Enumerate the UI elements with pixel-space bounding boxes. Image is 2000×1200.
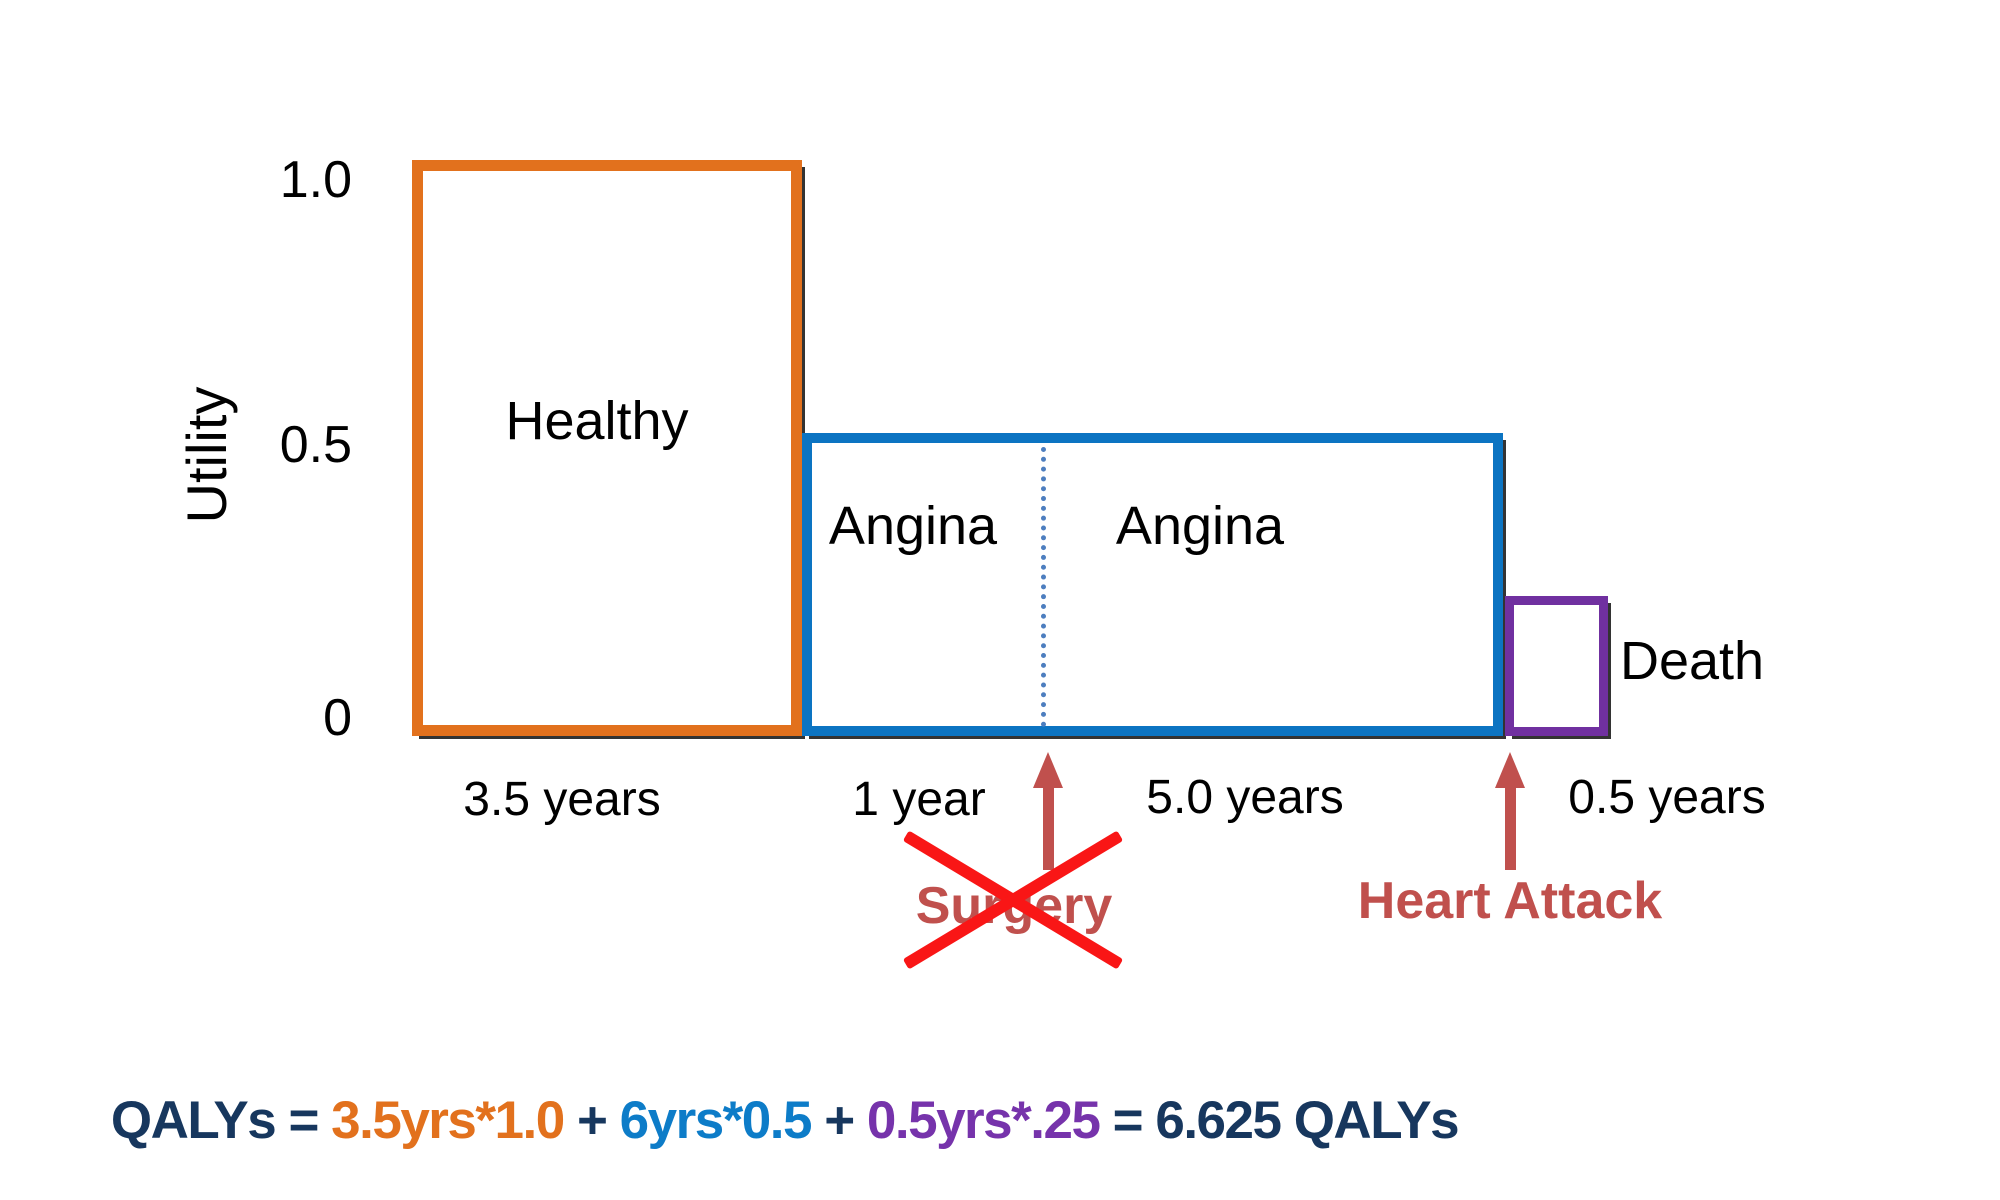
formula-part-death: 0.5yrs*.25 (866, 1090, 1101, 1150)
formula-part-plus-2: + (810, 1090, 867, 1150)
y-tick-1.0: 1.0 (279, 151, 352, 209)
angina-box (802, 433, 1503, 736)
formula-part-healthy: 3.5yrs*1.0 (331, 1090, 565, 1150)
y-tick-0.5: 0.5 (279, 416, 352, 474)
angina-label-1: Angina (828, 496, 998, 556)
heart-attack-arrow-head-icon (1495, 752, 1525, 788)
angina-label-2: Angina (1115, 496, 1285, 556)
heart-attack-arrow-shaft (1505, 784, 1516, 870)
heart-attack-label: Heart Attack (1357, 872, 1663, 930)
duration-healthy: 3.5 years (463, 773, 661, 826)
angina-divider-dotted-line (1041, 447, 1046, 727)
formula-part-angina: 6yrs*0.5 (619, 1090, 813, 1150)
formula-part-qalys-eq: QALYs = (110, 1090, 332, 1150)
duration-angina-1: 1 year (852, 773, 986, 826)
death-box (1505, 596, 1608, 736)
qaly-formula: QALYs = 3.5yrs*1.0 + 6yrs*0.5 + 0.5yrs*.… (58, 1030, 1460, 1200)
death-label: Death (1619, 631, 1765, 691)
formula-part-result: = 6.625 QALYs (1099, 1090, 1460, 1150)
healthy-label: Healthy (505, 391, 689, 451)
duration-angina-2: 5.0 years (1146, 771, 1344, 824)
healthy-box (412, 160, 802, 736)
duration-death: 0.5 years (1568, 771, 1766, 824)
formula-part-plus-1: + (563, 1090, 620, 1150)
y-tick-0: 0 (323, 689, 352, 747)
surgery-arrow-shaft (1043, 784, 1054, 870)
surgery-arrow-head-icon (1033, 752, 1063, 788)
